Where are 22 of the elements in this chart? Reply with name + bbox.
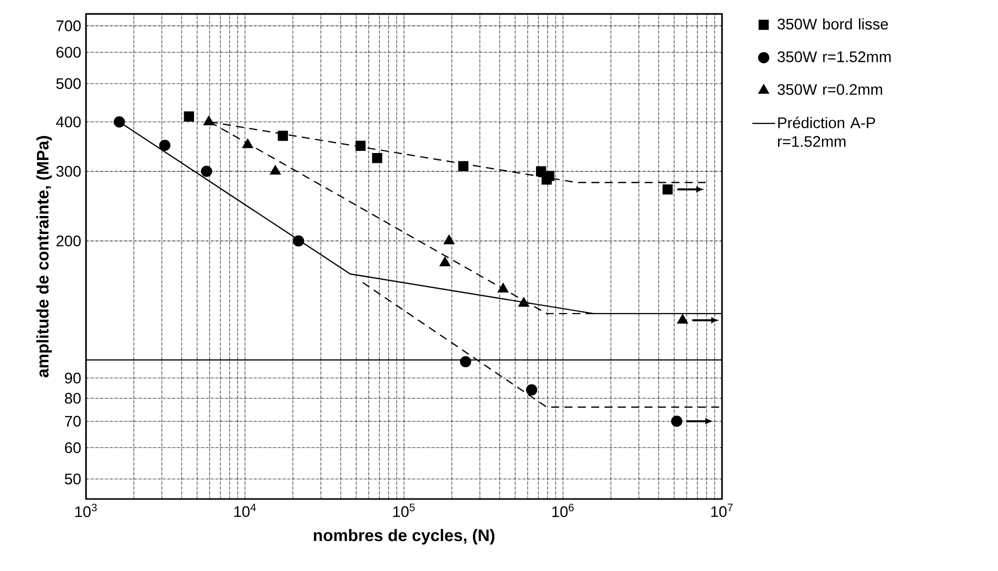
legend-label: 350W r=0.2mm bbox=[778, 84, 882, 95]
y-tick-label: 60 bbox=[65, 442, 81, 454]
y-tick-label: 500 bbox=[56, 78, 81, 90]
y-tick-label: 80 bbox=[64, 392, 81, 404]
x-tick-label: 10$^{6}$ bbox=[552, 504, 574, 518]
legend-label: 350W r=1.52mm bbox=[778, 51, 891, 62]
y-tick-label: 400 bbox=[56, 116, 81, 128]
y-tick-label: 600 bbox=[56, 46, 81, 58]
x-tick-label: 10$^{7}$ bbox=[711, 504, 733, 518]
y-tick-label: 700 bbox=[56, 20, 81, 32]
x-tick-label: 10$^{5}$ bbox=[393, 504, 415, 518]
y-tick-label: 90 bbox=[64, 372, 81, 384]
legend-label: Prédiction A-P r=1.52mm bbox=[778, 116, 876, 147]
y-tick-label: 200 bbox=[56, 236, 81, 246]
y-tick-label: 50 bbox=[64, 474, 81, 484]
x-axis-title: nombres de cycles, (N) bbox=[314, 528, 494, 545]
x-tick-label: 10$^{4}$ bbox=[234, 504, 256, 518]
y-axis-title: amplitude de contrainte, (MPa) bbox=[36, 136, 52, 378]
y-tick-label: 300 bbox=[56, 166, 81, 177]
x-tick-label: 10$^{3}$ bbox=[75, 504, 97, 518]
y-tick-label: 70 bbox=[65, 416, 81, 427]
legend-label: 350W bord lisse bbox=[778, 18, 888, 30]
